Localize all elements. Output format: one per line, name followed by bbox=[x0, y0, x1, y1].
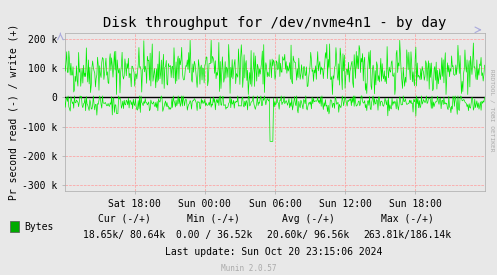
Text: Avg (-/+): Avg (-/+) bbox=[282, 214, 334, 224]
Text: Munin 2.0.57: Munin 2.0.57 bbox=[221, 265, 276, 273]
Text: Min (-/+): Min (-/+) bbox=[187, 214, 240, 224]
Y-axis label: Pr second read (-) / write (+): Pr second read (-) / write (+) bbox=[9, 24, 19, 200]
Text: 0.00 / 36.52k: 0.00 / 36.52k bbox=[175, 230, 252, 240]
Title: Disk throughput for /dev/nvme4n1 - by day: Disk throughput for /dev/nvme4n1 - by da… bbox=[103, 16, 446, 31]
Text: RRDTOOL / TOBI OETIKER: RRDTOOL / TOBI OETIKER bbox=[490, 69, 495, 151]
Text: Bytes: Bytes bbox=[24, 222, 53, 232]
Text: 20.60k/ 96.56k: 20.60k/ 96.56k bbox=[267, 230, 349, 240]
Text: Cur (-/+): Cur (-/+) bbox=[98, 214, 151, 224]
Text: Last update: Sun Oct 20 23:15:06 2024: Last update: Sun Oct 20 23:15:06 2024 bbox=[165, 248, 382, 257]
Text: Max (-/+): Max (-/+) bbox=[381, 214, 434, 224]
Text: 18.65k/ 80.64k: 18.65k/ 80.64k bbox=[83, 230, 166, 240]
Text: 263.81k/186.14k: 263.81k/186.14k bbox=[363, 230, 452, 240]
